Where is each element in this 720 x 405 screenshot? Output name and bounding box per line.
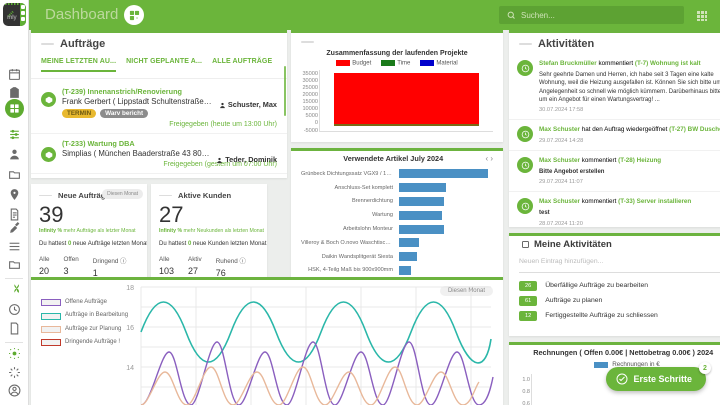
svg-text:14: 14 [126,365,134,372]
svg-text:16: 16 [126,325,134,332]
svg-text:18: 18 [126,285,134,292]
